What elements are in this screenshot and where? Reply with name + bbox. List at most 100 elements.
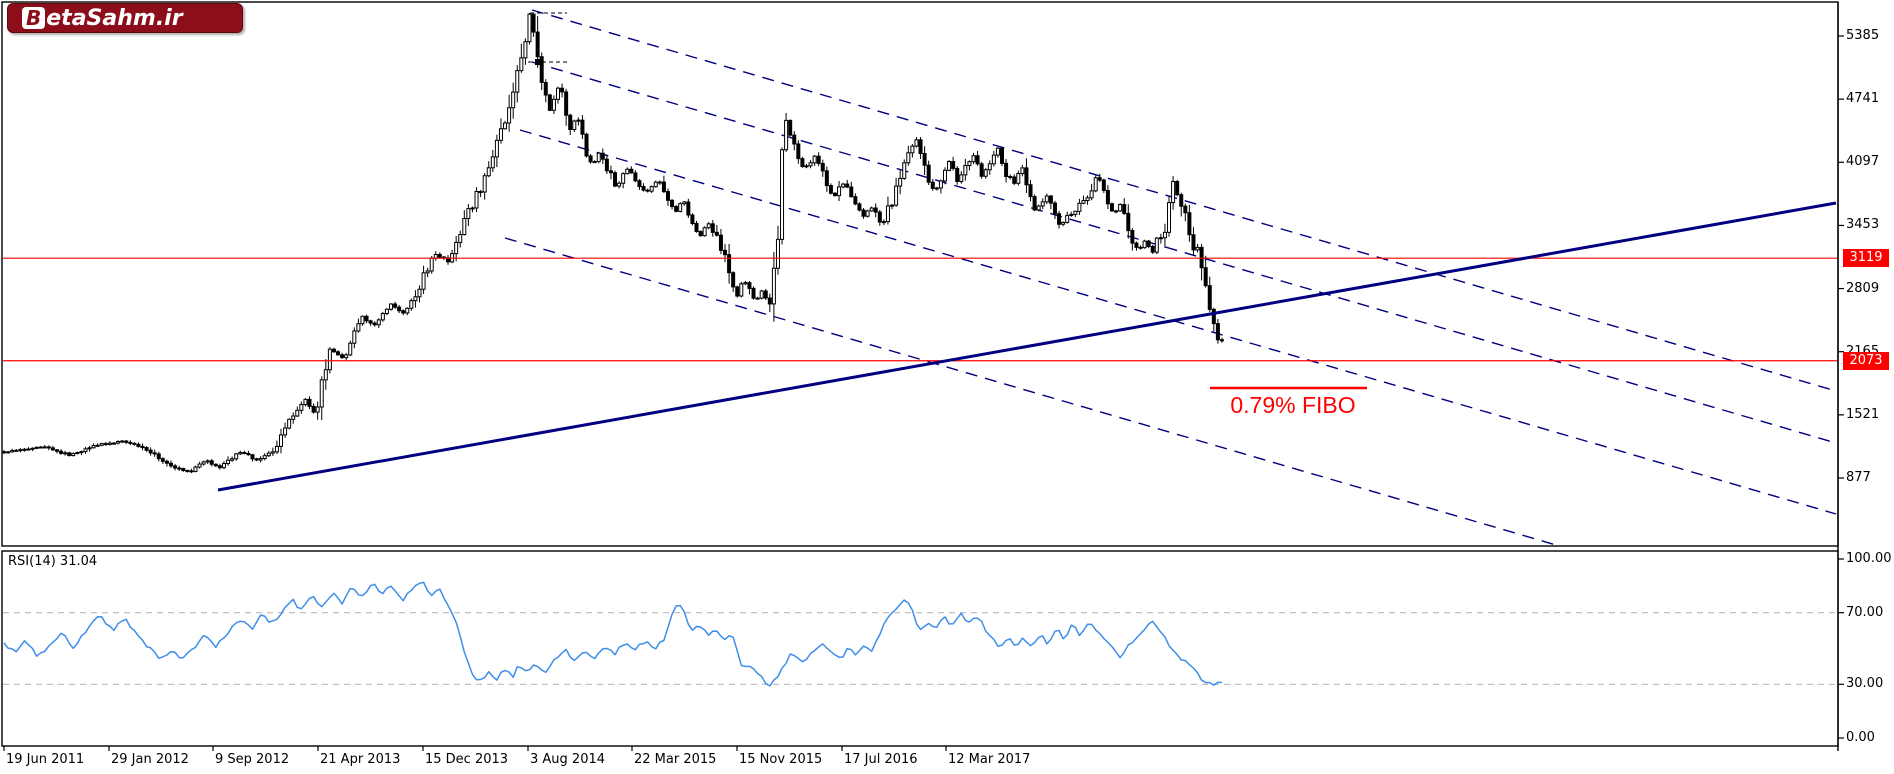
candle-body	[1146, 240, 1151, 247]
candle-body	[205, 460, 210, 463]
candle-body	[425, 270, 430, 274]
candle-body	[360, 315, 365, 325]
candle-body	[1020, 167, 1025, 175]
candle-body	[613, 172, 618, 187]
candle-body	[649, 186, 654, 192]
candle-body	[617, 182, 622, 187]
main-chart-pane[interactable]	[2, 2, 1838, 546]
candle-body	[718, 234, 723, 251]
date-axis-label[interactable]: 3 Aug 2014	[530, 752, 606, 767]
candle-body	[1183, 205, 1188, 214]
candle-body	[34, 446, 39, 449]
candle-body	[1077, 202, 1082, 212]
candle-body	[1138, 246, 1143, 249]
candle-body	[995, 147, 1000, 156]
date-axis-label[interactable]: 12 Mar 2017	[948, 752, 1031, 767]
candle-body	[877, 211, 882, 223]
candle-body	[148, 449, 153, 454]
candle-body	[743, 282, 748, 285]
date-axis-label[interactable]: 29 Jan 2012	[111, 752, 189, 767]
candle-body	[551, 98, 556, 111]
logo-b-letter: B	[26, 6, 42, 30]
candle-body	[2, 451, 6, 454]
candle-body	[1162, 231, 1167, 239]
fibo-channel-dashed-line-3	[519, 129, 1837, 515]
candle-body	[1114, 210, 1119, 213]
rsi-line	[3, 581, 1222, 687]
candle-body	[661, 181, 666, 193]
candle-body	[885, 205, 890, 223]
candle-body	[348, 342, 353, 356]
date-axis-label[interactable]: 15 Nov 2015	[739, 752, 823, 767]
candle-body	[898, 177, 903, 187]
candle-body	[388, 303, 393, 310]
candle-body	[368, 320, 373, 324]
candle-body	[906, 152, 911, 164]
candle-body	[156, 453, 161, 460]
date-axis-label[interactable]: 17 Jul 2016	[844, 752, 918, 767]
candle-body	[397, 306, 402, 312]
candle-body	[50, 447, 55, 451]
candle-body	[690, 214, 695, 224]
candle-body	[327, 348, 332, 371]
candle-body	[979, 163, 984, 177]
fibo-channel-dashed-line-4	[504, 237, 1557, 546]
logo-domain: .ir	[155, 5, 183, 31]
candle-body	[1061, 221, 1066, 225]
candle-body	[670, 199, 675, 208]
candle-body	[140, 445, 145, 449]
candle-body	[413, 296, 418, 302]
candle-body	[596, 152, 601, 163]
candle-body	[380, 313, 385, 321]
candle-body	[340, 354, 345, 359]
candle-body	[804, 165, 809, 168]
candle-body	[951, 161, 956, 169]
candle-body	[1134, 242, 1139, 248]
candle-body	[515, 70, 520, 93]
candle-body	[474, 191, 479, 209]
candle-body	[759, 290, 764, 299]
candle-body	[535, 31, 540, 58]
candle-body	[466, 208, 471, 220]
candle-body	[922, 153, 927, 166]
fibo-annotation-label[interactable]: 0.79% FIBO	[1230, 392, 1356, 418]
candle-body	[767, 297, 772, 305]
candle-body	[771, 267, 776, 305]
candle-body	[246, 452, 251, 456]
candle-body	[201, 461, 206, 465]
date-axis-label[interactable]: 9 Sep 2012	[215, 752, 290, 767]
date-axis-label[interactable]: 21 Apr 2013	[320, 752, 401, 767]
candle-body	[14, 449, 19, 452]
candle-body	[519, 57, 524, 72]
candle-body	[576, 119, 581, 122]
candle-body	[963, 165, 968, 176]
candle-body	[657, 181, 662, 184]
rsi-axis-label: 70.00	[1846, 604, 1884, 620]
candle-body	[845, 183, 850, 188]
candle-body	[645, 189, 650, 192]
rsi-pane[interactable]	[2, 551, 1838, 746]
candle-body	[621, 173, 626, 184]
candle-body	[1048, 195, 1053, 204]
candle-body	[727, 254, 732, 274]
candle-body	[258, 458, 263, 461]
candle-body	[75, 452, 80, 455]
date-axis-label[interactable]: 19 Jun 2011	[6, 752, 85, 767]
candle-body	[95, 444, 100, 447]
candle-body	[1081, 200, 1086, 204]
candle-body	[682, 201, 687, 205]
candle-body	[22, 448, 27, 451]
candle-body	[254, 458, 259, 461]
date-axis-label[interactable]: 15 Dec 2013	[425, 752, 509, 767]
candle-body	[600, 152, 605, 160]
candle-body	[1109, 203, 1114, 212]
candle-body	[111, 442, 116, 445]
candle-body	[653, 181, 658, 188]
candle-body	[262, 455, 267, 460]
price-axis-label: 3453	[1846, 217, 1880, 233]
candle-body	[837, 186, 842, 197]
date-axis-label[interactable]: 22 Mar 2015	[634, 752, 717, 767]
candle-body	[164, 460, 169, 464]
candle-body	[107, 442, 112, 445]
